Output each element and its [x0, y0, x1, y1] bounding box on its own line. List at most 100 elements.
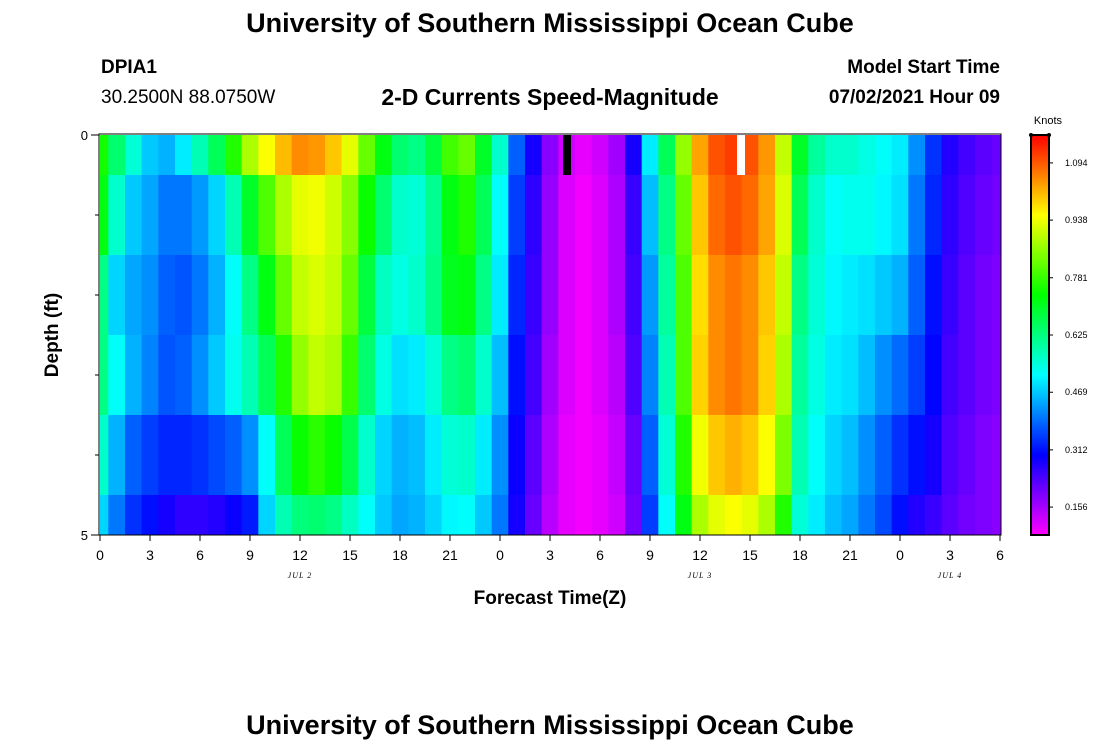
x-axis: 0 3 6 9 12 15 18 21 0 3 6 9 12 15 18 21 0 3 6 JUL 2 JUL 3 JUL… — [96, 535, 1004, 580]
heatmap-cell — [341, 415, 359, 495]
heatmap-cell — [808, 135, 826, 175]
heatmap-cell — [225, 175, 243, 255]
heatmap-cell — [425, 495, 443, 535]
heatmap-cell — [908, 415, 926, 495]
heatmap-cell — [125, 415, 143, 495]
heatmap-cell — [658, 495, 676, 535]
x-tick-label: 18 — [792, 547, 808, 563]
heatmap-cell — [925, 255, 943, 335]
heatmap-cell — [341, 135, 359, 175]
heatmap-cell — [375, 175, 393, 255]
x-tick-label: 3 — [146, 547, 154, 563]
heatmap-cell — [691, 135, 709, 175]
heatmap-cell — [291, 255, 309, 335]
heatmap-cell — [508, 415, 526, 495]
heatmap-cell — [275, 495, 293, 535]
model-start-label: Model Start Time — [847, 57, 1000, 78]
heatmap-cell — [691, 175, 709, 255]
heatmap-cell — [841, 335, 859, 415]
heatmap-cell — [791, 495, 809, 535]
heatmap-cell — [541, 255, 559, 335]
heatmap-cell — [608, 415, 626, 495]
heatmap-cell — [725, 415, 743, 495]
heatmap-cell — [891, 415, 909, 495]
heatmap-cell — [341, 255, 359, 335]
heatmap-cell — [291, 335, 309, 415]
x-tick-label: 9 — [646, 547, 654, 563]
heatmap-cell — [341, 335, 359, 415]
heatmap-cell — [141, 415, 159, 495]
heatmap-cell — [308, 135, 326, 175]
heatmap-cell — [675, 495, 693, 535]
heatmap-cell — [675, 135, 693, 175]
heatmap-cell — [908, 495, 926, 535]
heatmap-cell — [641, 495, 659, 535]
heatmap-cell — [875, 175, 893, 255]
heatmap-cell — [175, 495, 193, 535]
heatmap-cell — [541, 495, 559, 535]
heatmap-cell — [208, 415, 226, 495]
heatmap-cell — [441, 255, 459, 335]
heatmap-cell — [475, 495, 493, 535]
heatmap-cell — [225, 415, 243, 495]
heatmap-cell — [108, 255, 126, 335]
heatmap-cell — [100, 135, 109, 175]
heatmap-cell — [425, 135, 443, 175]
heatmap-cell — [758, 175, 776, 255]
heatmap-cell — [408, 175, 426, 255]
heatmap-cell — [158, 335, 176, 415]
heatmap-cell — [591, 495, 609, 535]
heatmap-cell — [358, 335, 376, 415]
heatmap-cell — [891, 335, 909, 415]
heatmap-cell — [825, 415, 843, 495]
heatmap-cell — [775, 135, 793, 175]
heatmap-cell — [425, 175, 443, 255]
heatmap-cell — [775, 495, 793, 535]
heatmap-cell — [975, 415, 993, 495]
heatmap-cell — [908, 335, 926, 415]
heatmap-cell — [341, 175, 359, 255]
model-start-value: 07/02/2021 Hour 09 — [828, 87, 1000, 108]
heatmap-cell — [741, 255, 759, 335]
heatmap-cell — [941, 415, 959, 495]
heatmap-cell — [375, 415, 393, 495]
heatmap-cell — [225, 135, 243, 175]
heatmap-cell — [858, 135, 876, 175]
heatmap-cell — [425, 335, 443, 415]
heatmap-cell — [141, 255, 159, 335]
x-tick-label: 0 — [96, 547, 104, 563]
heatmap-cell — [391, 175, 409, 255]
heatmap-cell — [925, 135, 943, 175]
heatmap-cell — [575, 415, 593, 495]
heatmap-cell — [175, 135, 193, 175]
x-axis-label: Forecast Time(Z) — [474, 588, 627, 609]
heatmap-cell — [658, 335, 676, 415]
heatmap-cell — [191, 175, 209, 255]
heatmap-cell — [208, 175, 226, 255]
heatmap-cell — [191, 335, 209, 415]
heatmap-cell — [741, 135, 759, 175]
heatmap-cell — [308, 415, 326, 495]
heatmap-cell — [508, 175, 526, 255]
heatmap-cell — [391, 335, 409, 415]
heatmap-cell — [908, 135, 926, 175]
y-tick-label-top: 0 — [81, 128, 88, 143]
heatmap-cell — [508, 335, 526, 415]
x-tick-label: 12 — [292, 547, 308, 563]
heatmap-cell — [608, 335, 626, 415]
heatmap-cell — [975, 175, 993, 255]
colorbar-tick-label: 0.312 — [1065, 445, 1088, 455]
heatmap-cell — [391, 135, 409, 175]
heatmap-cell — [100, 335, 109, 415]
heatmap-cell — [991, 415, 1001, 495]
heatmap-cell — [858, 175, 876, 255]
layer-marker-white — [737, 135, 745, 175]
heatmap-cell — [841, 175, 859, 255]
heatmap-cell — [475, 335, 493, 415]
heatmap-cell — [741, 175, 759, 255]
heatmap-cell — [575, 175, 593, 255]
colorbar-tick-label: 0.781 — [1065, 273, 1088, 283]
heatmap-cell — [291, 495, 309, 535]
heatmap-cell — [625, 335, 643, 415]
colorbar-tick-label: 0.156 — [1065, 502, 1088, 512]
